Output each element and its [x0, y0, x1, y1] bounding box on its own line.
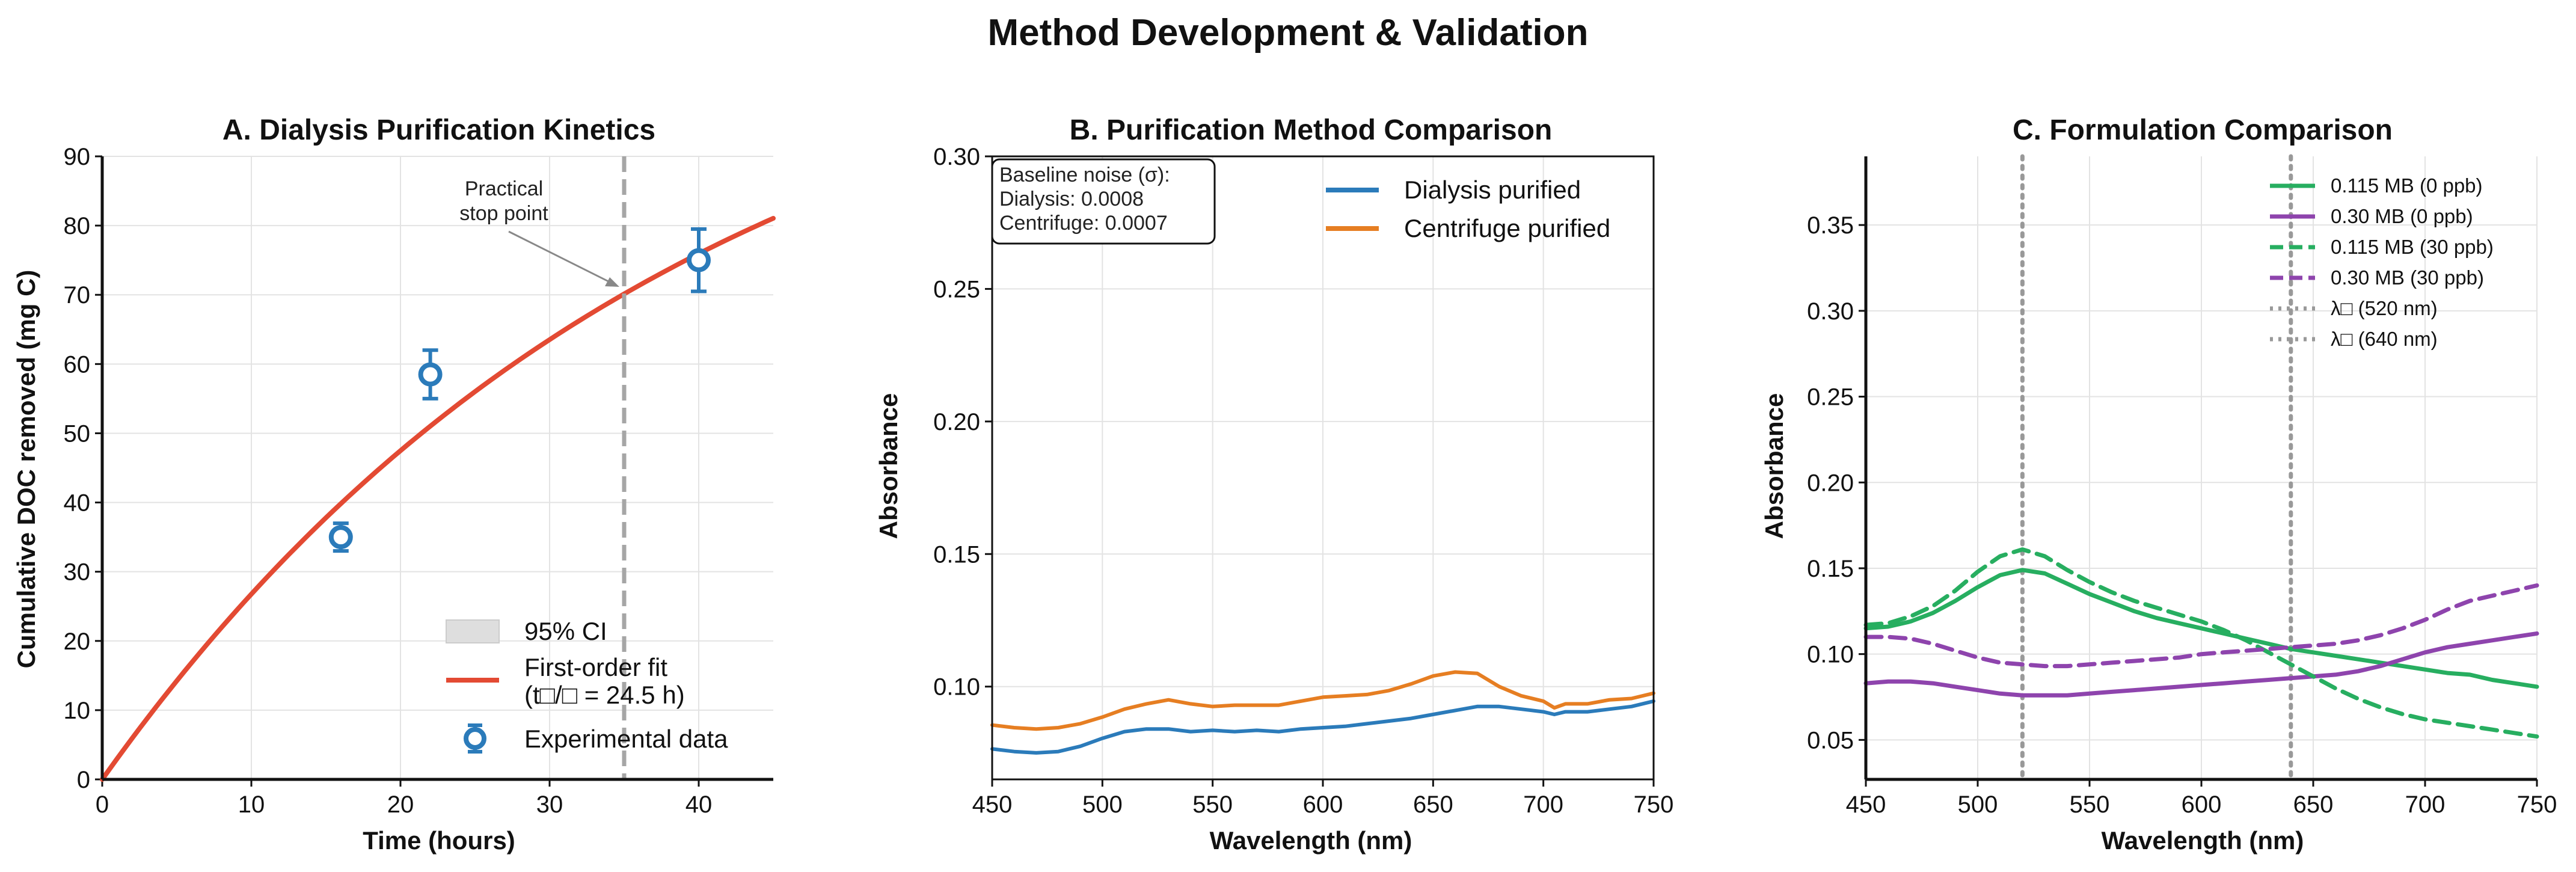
panelC-xtick-label: 500 [1958, 791, 1998, 818]
panel-c-legend-label-3: 0.115 MB (30 ppb) [2331, 236, 2494, 258]
panelA-ytick-label: 90 [64, 144, 91, 170]
panelC-ytick-label: 0.30 [1807, 298, 1854, 325]
panelC-xtick-label: 650 [2293, 791, 2334, 818]
panel-c-series-line-3 [1863, 547, 2539, 739]
panel-a-fit-line [100, 216, 776, 782]
panelA-ytick-label: 60 [64, 351, 91, 378]
panel-b-legend: Dialysis purified Centrifuge purified [1326, 176, 1610, 242]
panelA-xtick-label: 40 [685, 791, 713, 818]
panelA-ytick-label: 0 [77, 767, 90, 793]
panelC-ytick-label: 0.35 [1807, 212, 1854, 239]
panelA-xtick-label: 0 [96, 791, 109, 818]
panelA-xtick-label: 30 [536, 791, 563, 818]
panel-b-noise-title: Baseline noise (σ): [999, 164, 1170, 186]
panelA-ytick-label: 30 [64, 559, 91, 586]
panel-c-legend-label-1: 0.115 MB (0 ppb) [2331, 174, 2483, 197]
panel-a-legend-data-label: Experimental data [524, 725, 728, 753]
panelC-ytick-label: 0.25 [1807, 384, 1854, 411]
panel-c-legend: 0.115 MB (0 ppb) 0.30 MB (0 ppb) 0.115 M… [2270, 174, 2494, 350]
panelB-xtick-label: 700 [1523, 791, 1563, 818]
panel-a-legend-ci-swatch [446, 619, 500, 643]
panel-c-legend-label-5: λ□ (520 nm) [2331, 297, 2438, 319]
panelA-ytick-label: 10 [64, 698, 91, 724]
panel-c-title: C. Formulation Comparison [2013, 114, 2393, 146]
panelC-xtick-label: 750 [2517, 791, 2557, 818]
panel-c-xlabel: Wavelength (nm) [2102, 826, 2304, 855]
panelB-xtick-label: 500 [1082, 791, 1123, 818]
panel-b-series-line-2 [990, 670, 1655, 731]
panel-b-noise-box-frame [991, 158, 1216, 245]
panelC-xtick-label: 600 [2182, 791, 2222, 818]
panel-b-noise-dialysis: Dialysis: 0.0008 [999, 188, 1144, 210]
panel-c-series-line-2 [1863, 631, 2539, 698]
panelA-ytick-label: 40 [64, 490, 91, 517]
panel-a-annotation-arrowhead [605, 277, 619, 287]
panel-c-legend-label-4: 0.30 MB (30 ppb) [2331, 266, 2484, 289]
panelA-ytick-label: 80 [64, 213, 91, 239]
panelC-xtick-label: 550 [2070, 791, 2110, 818]
panel-a-data-point [328, 525, 353, 550]
panel-b-frame [991, 155, 1655, 781]
panelB-ytick-label: 0.20 [933, 409, 980, 435]
panelC-xtick-label: 700 [2405, 791, 2446, 818]
panel-a-dialysis-kinetics: A. Dialysis Purification Kinetics Time (… [12, 114, 776, 855]
panel-a-annotation-line2: stop point [459, 202, 548, 225]
panel-c-series-line-4 [1863, 583, 2539, 669]
panelB-xtick-label: 450 [972, 791, 1013, 818]
panel-a-ticks: 0 10 20 30 40 0 10 20 30 40 50 60 70 80 90 [64, 144, 713, 818]
panel-b-title: B. Purification Method Comparison [1070, 114, 1553, 146]
panel-a-legend-fit-label-2: (t□/□ = 24.5 h) [524, 681, 685, 709]
panel-b-plot-area [990, 670, 1655, 755]
panel-a-annotation-arrow [508, 230, 616, 286]
figure-title: Method Development & Validation [988, 12, 1589, 54]
panel-b-legend-centrifuge-label: Centrifuge purified [1404, 214, 1610, 242]
panelC-ytick-label: 0.20 [1807, 470, 1854, 496]
panel-c-legend-label-2: 0.30 MB (0 ppb) [2331, 205, 2473, 227]
panelA-ytick-label: 20 [64, 628, 91, 655]
panel-a-legend-ci-label: 95% CI [524, 617, 607, 645]
panel-b-noise-box: Baseline noise (σ): Dialysis: 0.0008 Cen… [991, 158, 1216, 245]
panel-a-legend-fit-label: First-order fit [524, 653, 667, 681]
panelB-xtick-label: 750 [1634, 791, 1674, 818]
panel-b-ticks: 450 500 550 600 650 700 750 0.10 0.15 0.20 0.25 0.3… [933, 144, 1673, 818]
panel-b-method-comparison: B. Purification Method Comparison Wavele… [874, 114, 1673, 855]
panel-a-annotation-line1: Practical [465, 177, 543, 200]
panelC-ytick-label: 0.15 [1807, 556, 1854, 582]
panelA-xtick-label: 20 [387, 791, 414, 818]
panel-b-xlabel: Wavelength (nm) [1210, 826, 1412, 855]
panelB-xtick-label: 650 [1413, 791, 1453, 818]
panel-c-series-line-1 [1863, 568, 2539, 689]
panel-a-ylabel: Cumulative DOC removed (mg C) [12, 270, 40, 669]
panelC-ytick-label: 0.05 [1807, 727, 1854, 754]
panel-a-data-point [687, 248, 711, 272]
panel-a-legend: 95% CI First-order fit (t□/□ = 24.5 h) E… [446, 617, 728, 754]
panel-c-ylabel: Absorbance [1760, 393, 1788, 539]
panelB-ytick-label: 0.30 [933, 144, 980, 170]
panelB-xtick-label: 550 [1192, 791, 1233, 818]
panelA-xtick-label: 10 [238, 791, 265, 818]
panel-c-formulation-comparison: C. Formulation Comparison Wavelength (nm… [1760, 114, 2557, 855]
panelC-ytick-label: 0.10 [1807, 642, 1854, 668]
panel-a-plot-area [100, 156, 776, 782]
panelA-ytick-label: 50 [64, 420, 91, 447]
panel-b-legend-dialysis-label: Dialysis purified [1404, 176, 1581, 204]
panel-c-plot-area [1863, 154, 2539, 782]
panelB-ytick-label: 0.25 [933, 276, 980, 302]
panel-b-series-line-1 [990, 699, 1655, 755]
panel-a-legend-marker [464, 727, 486, 750]
panel-a-data-point [418, 362, 443, 387]
panel-a-title: A. Dialysis Purification Kinetics [222, 114, 655, 146]
panelB-ytick-label: 0.10 [933, 674, 980, 701]
panelC-xtick-label: 450 [1846, 791, 1886, 818]
panelA-ytick-label: 70 [64, 282, 91, 309]
panelB-xtick-label: 600 [1303, 791, 1343, 818]
panel-c-legend-label-6: λ□ (640 nm) [2331, 328, 2438, 350]
panel-a-xlabel: Time (hours) [363, 826, 515, 855]
panel-b-ylabel: Absorbance [874, 393, 903, 539]
panel-b-noise-centrifuge: Centrifuge: 0.0007 [999, 212, 1168, 235]
panelB-ytick-label: 0.15 [933, 541, 980, 568]
